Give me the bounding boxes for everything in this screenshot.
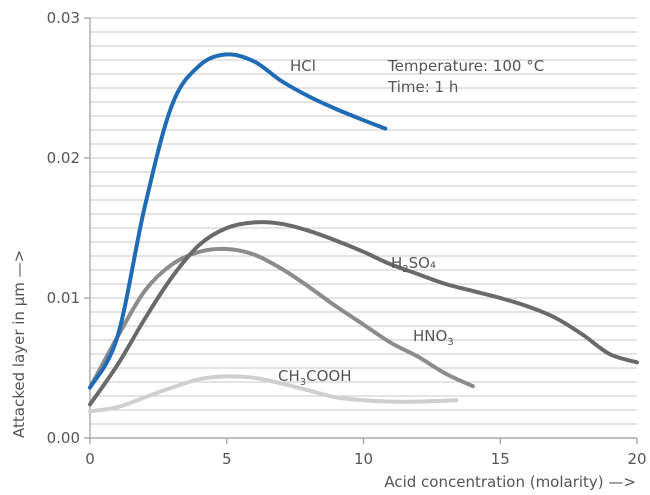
series-line-hcl xyxy=(88,52,388,390)
annotation-time: Time: 1 h xyxy=(387,78,458,96)
series-label-hno3: HNO3 xyxy=(413,327,454,348)
series-line-h2so4 xyxy=(88,220,639,407)
x-tick-label: 0 xyxy=(85,450,95,468)
x-tick-label: 10 xyxy=(354,450,373,468)
y-axis-title: Attacked layer in µm —> xyxy=(10,250,28,438)
annotation-temperature: Temperature: 100 °C xyxy=(387,57,544,75)
y-tick-label: 0.01 xyxy=(47,289,80,307)
series-label-hcl: HCl xyxy=(290,57,316,75)
series-labels: HCl H2SO₄ HNO3 CH3COOH xyxy=(278,57,454,388)
series-label-ch3cooh: CH3COOH xyxy=(278,367,352,388)
axes xyxy=(84,17,638,444)
gridlines xyxy=(90,17,637,425)
series-line-hno3 xyxy=(88,246,475,390)
series-label-h2so4: H2SO₄ xyxy=(391,254,436,275)
y-tick-label: 0.00 xyxy=(47,429,80,447)
y-tick-label: 0.03 xyxy=(47,9,80,27)
tick-labels: 0 5 10 15 20 0.00 0.01 0.02 0.03 xyxy=(47,9,647,468)
x-tick-label: 5 xyxy=(222,450,232,468)
series-line-ch3cooh xyxy=(88,374,459,414)
series-curves xyxy=(88,52,639,414)
y-tick-label: 0.02 xyxy=(47,149,80,167)
x-tick-label: 20 xyxy=(627,450,646,468)
x-axis-title: Acid concentration (molarity) —> xyxy=(384,473,636,491)
x-tick-label: 15 xyxy=(491,450,510,468)
